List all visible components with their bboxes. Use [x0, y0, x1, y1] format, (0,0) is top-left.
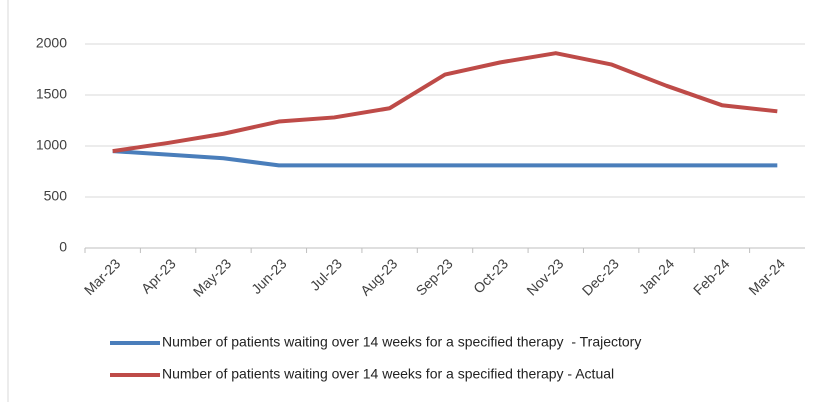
series-line: [112, 51, 778, 154]
y-tick-label: 1000: [36, 137, 67, 153]
x-tick-label: Nov-23: [523, 255, 566, 298]
y-tick-label: 2000: [36, 35, 67, 51]
x-tick-label: Jul-23: [307, 255, 345, 293]
x-tick-label: Feb-24: [690, 255, 733, 298]
x-tick-label: Mar-24: [745, 255, 788, 298]
legend-label: Number of patients waiting over 14 weeks…: [162, 334, 641, 350]
x-tick-label: Aug-23: [357, 255, 400, 298]
y-tick-label: 0: [59, 239, 67, 255]
x-tick-label: Jun-23: [248, 255, 290, 297]
series-line: [112, 149, 778, 168]
x-tick-label: Apr-23: [138, 255, 179, 296]
x-tick-label: Mar-23: [81, 255, 124, 298]
y-tick-label: 500: [44, 188, 68, 204]
x-tick-label: Dec-23: [579, 255, 622, 298]
x-tick-label: Jan-24: [636, 255, 678, 297]
x-tick-label: Sep-23: [412, 255, 455, 298]
legend-label: Number of patients waiting over 14 weeks…: [162, 366, 614, 382]
x-tick-label: May-23: [190, 255, 234, 299]
x-tick-label: Oct-23: [470, 255, 511, 296]
y-tick-label: 1500: [36, 86, 67, 102]
